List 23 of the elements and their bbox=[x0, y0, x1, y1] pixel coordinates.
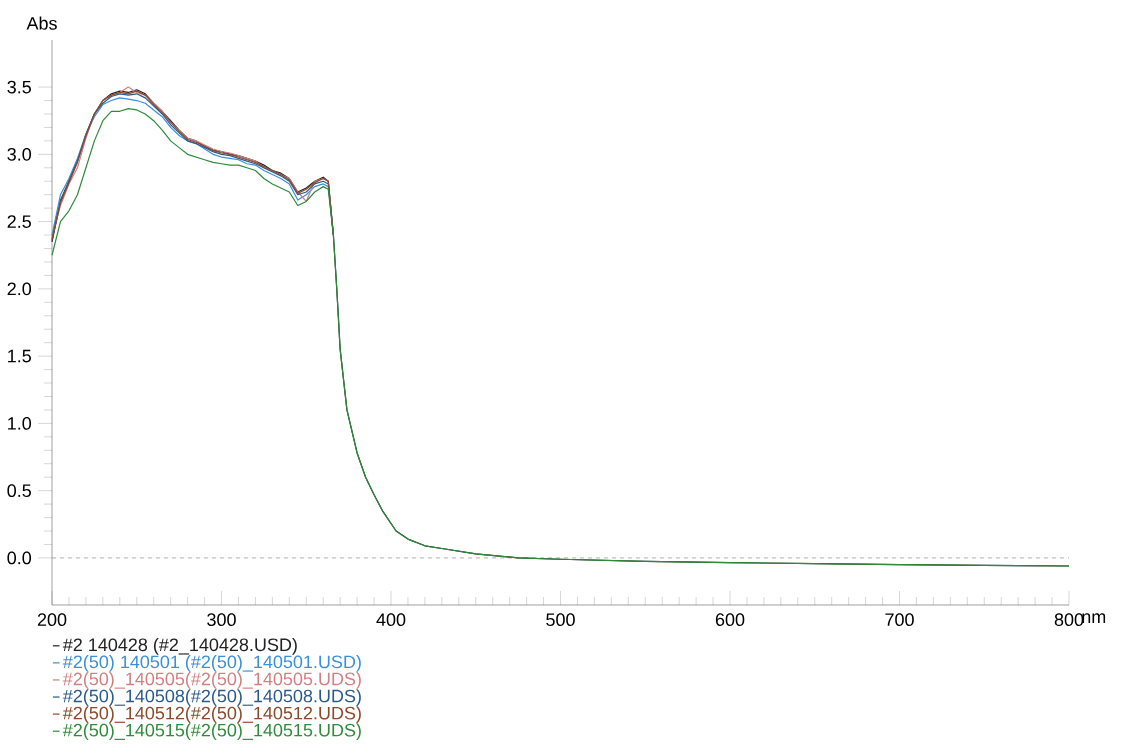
y-tick-label: 0.0 bbox=[7, 551, 32, 565]
x-tick-label: 800 bbox=[1054, 613, 1084, 626]
y-tick-label: 3.5 bbox=[7, 80, 31, 94]
y-tick-label: 1.5 bbox=[8, 349, 31, 363]
x-tick-label: 200 bbox=[37, 613, 67, 626]
y-axis-title: Abs bbox=[26, 16, 57, 30]
x-tick-label: 400 bbox=[376, 613, 406, 626]
x-axis-title: nm bbox=[1082, 613, 1106, 623]
y-tick-label: 2.5 bbox=[7, 215, 31, 228]
x-tick-label: 700 bbox=[885, 613, 914, 626]
legend-label: #2(50)_140505(#2(50)_140505.UDS) bbox=[62, 672, 361, 689]
x-tick-label: 600 bbox=[715, 613, 745, 626]
y-tick-label: 2.0 bbox=[7, 282, 32, 296]
y-tick-label: 1.0 bbox=[8, 417, 32, 430]
x-tick-label: 500 bbox=[546, 613, 575, 626]
legend-label: #2(50)_140512(#2(50)_140512.UDS) bbox=[62, 706, 361, 723]
legend-label: #2(50)_140508(#2(50)_140508.UDS) bbox=[62, 689, 361, 706]
legend-label: #2(50)_140515(#2(50)_140515.UDS) bbox=[62, 723, 361, 741]
legend-label: #2 140428 (#2_140428.USD) bbox=[62, 637, 297, 655]
x-tick-label: 300 bbox=[207, 613, 236, 626]
legend-label: #2(50) 140501 (#2(50)_140501.USD) bbox=[62, 655, 361, 672]
y-tick-label: 0.5 bbox=[7, 484, 31, 498]
y-tick-label: 3.0 bbox=[7, 147, 32, 161]
